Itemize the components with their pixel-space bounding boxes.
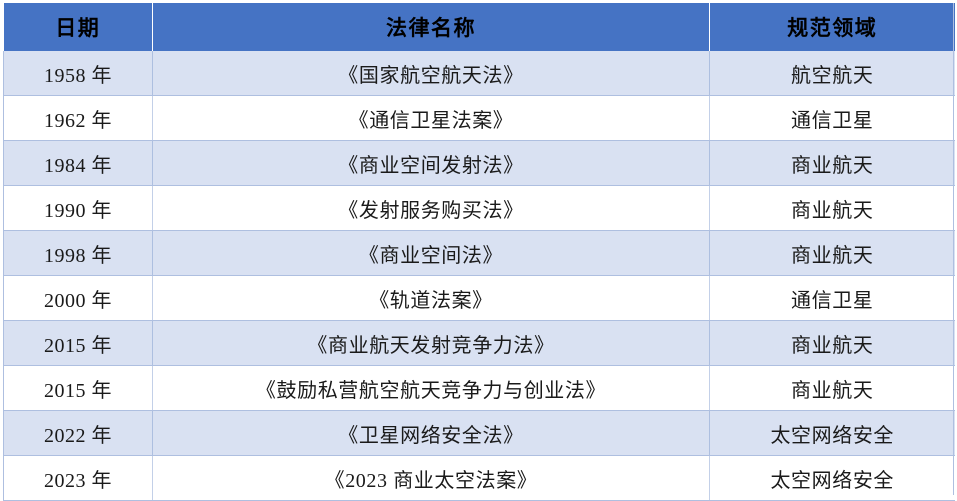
cell-date: 1990 年 <box>3 185 153 231</box>
cell-law-name: 《卫星网络安全法》 <box>152 410 710 456</box>
column-header-date: 日期 <box>3 3 153 51</box>
cell-field: 太空网络安全 <box>709 410 955 456</box>
cell-field: 商业航天 <box>709 140 955 186</box>
cell-law-name: 《商业空间发射法》 <box>152 140 710 186</box>
cell-field: 通信卫星 <box>709 275 955 321</box>
table-header-row: 日期 法律名称 规范领域 <box>3 3 955 51</box>
law-table-container: 日期 法律名称 规范领域 1958 年 《国家航空航天法》 航空航天 1962 … <box>3 3 955 501</box>
cell-date: 2023 年 <box>3 455 153 501</box>
table-row: 1990 年 《发射服务购买法》 商业航天 <box>3 185 955 231</box>
cell-law-name: 《通信卫星法案》 <box>152 95 710 141</box>
cell-date: 2015 年 <box>3 365 153 411</box>
table-row: 1962 年 《通信卫星法案》 通信卫星 <box>3 95 955 141</box>
table-row: 1958 年 《国家航空航天法》 航空航天 <box>3 51 955 96</box>
column-header-name: 法律名称 <box>152 3 710 51</box>
cell-law-name: 《国家航空航天法》 <box>152 51 710 96</box>
table-header: 日期 法律名称 规范领域 <box>3 3 955 51</box>
table-row: 2023 年 《2023 商业太空法案》 太空网络安全 <box>3 455 955 501</box>
cell-date: 2000 年 <box>3 275 153 321</box>
cell-date: 1958 年 <box>3 51 153 96</box>
cell-law-name: 《轨道法案》 <box>152 275 710 321</box>
table-right-border <box>953 3 954 495</box>
cell-field: 太空网络安全 <box>709 455 955 501</box>
cell-field: 航空航天 <box>709 51 955 96</box>
cell-date: 1962 年 <box>3 95 153 141</box>
table-left-border <box>3 51 4 495</box>
cell-field: 通信卫星 <box>709 95 955 141</box>
cell-law-name: 《发射服务购买法》 <box>152 185 710 231</box>
table-row: 2015 年 《鼓励私营航空航天竞争力与创业法》 商业航天 <box>3 365 955 411</box>
cell-field: 商业航天 <box>709 365 955 411</box>
cell-field: 商业航天 <box>709 185 955 231</box>
table-row: 1984 年 《商业空间发射法》 商业航天 <box>3 140 955 186</box>
column-header-field: 规范领域 <box>709 3 955 51</box>
cell-date: 1998 年 <box>3 230 153 276</box>
table-row: 1998 年 《商业空间法》 商业航天 <box>3 230 955 276</box>
table-body: 1958 年 《国家航空航天法》 航空航天 1962 年 《通信卫星法案》 通信… <box>3 51 955 501</box>
cell-date: 1984 年 <box>3 140 153 186</box>
law-table: 日期 法律名称 规范领域 1958 年 《国家航空航天法》 航空航天 1962 … <box>3 3 955 501</box>
cell-date: 2022 年 <box>3 410 153 456</box>
cell-law-name: 《商业空间法》 <box>152 230 710 276</box>
cell-law-name: 《商业航天发射竞争力法》 <box>152 320 710 366</box>
cell-date: 2015 年 <box>3 320 153 366</box>
table-row: 2022 年 《卫星网络安全法》 太空网络安全 <box>3 410 955 456</box>
table-row: 2000 年 《轨道法案》 通信卫星 <box>3 275 955 321</box>
cell-field: 商业航天 <box>709 230 955 276</box>
cell-law-name: 《2023 商业太空法案》 <box>152 455 710 501</box>
cell-law-name: 《鼓励私营航空航天竞争力与创业法》 <box>152 365 710 411</box>
cell-field: 商业航天 <box>709 320 955 366</box>
table-row: 2015 年 《商业航天发射竞争力法》 商业航天 <box>3 320 955 366</box>
